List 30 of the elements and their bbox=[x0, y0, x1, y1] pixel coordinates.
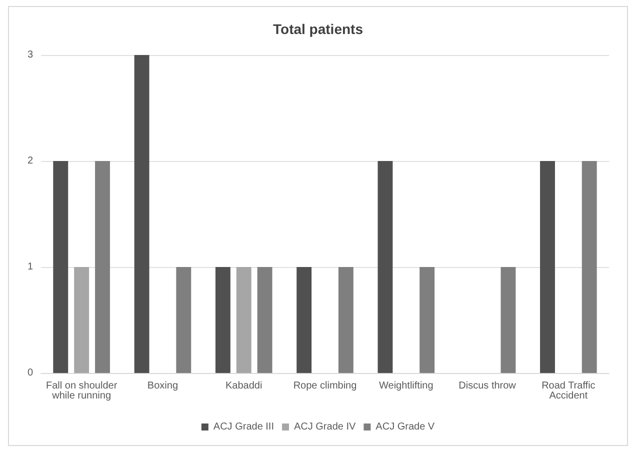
bar bbox=[95, 161, 110, 373]
x-tick-label: Discus throw bbox=[458, 380, 517, 392]
y-tick-label: 2 bbox=[27, 156, 34, 166]
bar bbox=[582, 161, 597, 373]
legend-label: ACJ Grade IV bbox=[294, 422, 356, 432]
x-tick-label: Fall on shoulder while running bbox=[46, 380, 118, 402]
y-tick-label: 3 bbox=[27, 50, 34, 60]
x-tick-label: Road Traffic Accident bbox=[542, 380, 596, 402]
y-tick-label: 1 bbox=[27, 262, 34, 272]
bar bbox=[257, 267, 272, 373]
x-tick-label: Rope climbing bbox=[293, 380, 357, 392]
bar bbox=[338, 267, 354, 373]
bar bbox=[53, 161, 68, 373]
bar bbox=[74, 267, 90, 373]
bar bbox=[378, 161, 393, 373]
x-tick-label: Weightlifting bbox=[378, 380, 434, 392]
y-tick-label: 0 bbox=[27, 368, 34, 378]
bar bbox=[296, 267, 312, 373]
x-tick-label: Kabaddi bbox=[226, 380, 262, 392]
bar bbox=[215, 267, 230, 373]
bar bbox=[236, 267, 252, 373]
legend-label: ACJ Grade III bbox=[213, 422, 274, 432]
bar bbox=[500, 267, 516, 373]
bar bbox=[420, 267, 435, 373]
bar bbox=[134, 55, 150, 373]
bar bbox=[540, 161, 555, 373]
x-tick-label: Boxing bbox=[147, 380, 178, 392]
chart-title: Total patients bbox=[273, 21, 364, 37]
legend-label: ACJ Grade V bbox=[376, 422, 435, 432]
bar bbox=[176, 267, 192, 373]
